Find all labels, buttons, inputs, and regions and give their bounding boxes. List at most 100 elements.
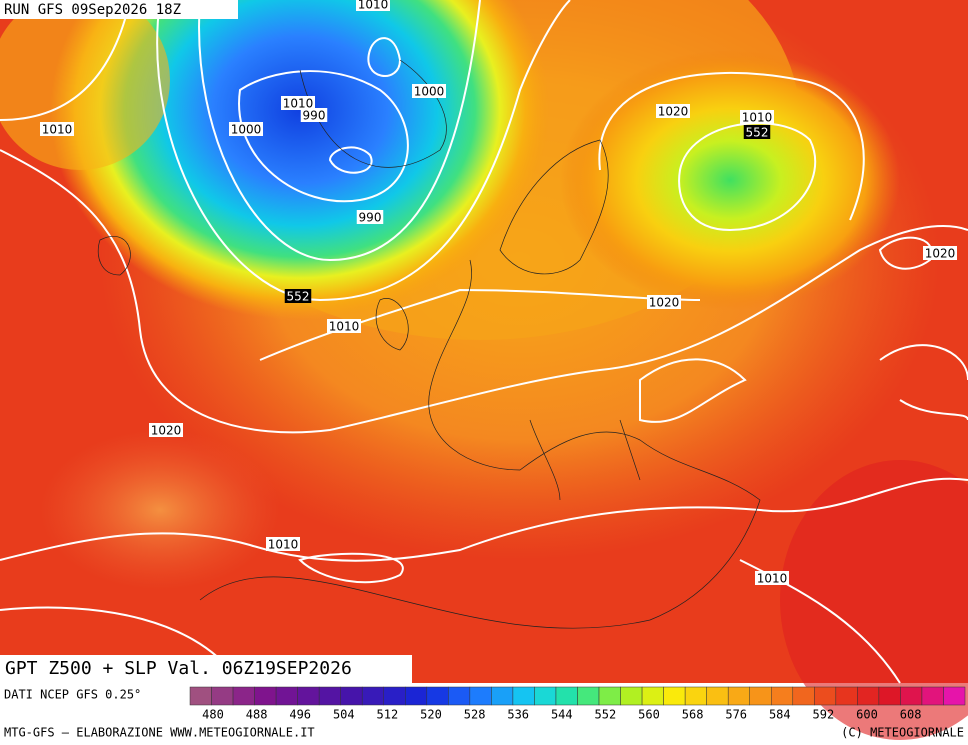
colorbar-swatch: [706, 686, 729, 706]
contour-label: 1010: [42, 123, 73, 137]
colorbar-swatch: [771, 686, 794, 706]
colorbar-swatch: [641, 686, 664, 706]
colorbar-swatch: [534, 686, 557, 706]
colorbar-swatch: [491, 686, 514, 706]
colorbar-label: 544: [551, 708, 573, 722]
colorbar-swatch: [469, 686, 492, 706]
contour-label: 552: [287, 290, 310, 304]
colorbar-swatch: [943, 686, 966, 706]
colorbar-swatch: [211, 686, 234, 706]
colorbar: 480 488 496 504 512 520 528 536 544 552 560 568 576 5…: [189, 686, 966, 722]
colorbar-swatch: [318, 686, 341, 706]
colorbar-swatch: [921, 686, 944, 706]
colorbar-swatch: [727, 686, 750, 706]
colorbar-swatch: [663, 686, 686, 706]
source-label: DATI NCEP GFS 0.25°: [4, 688, 141, 702]
colorbar-swatch: [426, 686, 449, 706]
contour-label: 1020: [658, 105, 689, 119]
contour-label-box: [40, 122, 74, 136]
contour-label-box: [647, 295, 681, 309]
colorbar-swatch: [857, 686, 880, 706]
copyright-label: (C) METEOGIORNALE: [841, 726, 964, 740]
colorbar-label: 576: [725, 708, 747, 722]
contour-label-box: [284, 289, 312, 303]
contour-label: 1010: [742, 111, 773, 125]
colorbar-label: 528: [464, 708, 486, 722]
colorbar-swatch: [405, 686, 428, 706]
colorbar-swatch: [340, 686, 363, 706]
colorbar-label: 536: [507, 708, 529, 722]
contour-label-box: [740, 110, 774, 124]
colorbar-label: 512: [377, 708, 399, 722]
colorbar-swatch: [835, 686, 858, 706]
colorbar-swatch: [555, 686, 578, 706]
coastlines: [97, 59, 761, 629]
contour-label: 1020: [649, 296, 680, 310]
colorbar-swatch: [814, 686, 837, 706]
contour-label: 1010: [757, 572, 788, 586]
colorbar-swatch: [448, 686, 471, 706]
colorbar-label: 568: [682, 708, 704, 722]
colorbar-swatch: [900, 686, 923, 706]
contour-label: 1010: [268, 538, 299, 552]
contour-label: 990: [359, 211, 382, 225]
colorbar-label: 504: [333, 708, 355, 722]
colorbar-swatch: [792, 686, 815, 706]
colorbar-swatch: [577, 686, 600, 706]
colorbar-label: 584: [769, 708, 791, 722]
colorbar-label: 496: [289, 708, 311, 722]
colorbar-swatch: [275, 686, 298, 706]
contour-label: 1020: [151, 424, 182, 438]
contour-label-box: [229, 122, 263, 136]
contour-label-box: [755, 571, 789, 585]
contour-label: 1000: [414, 85, 445, 99]
run-box: [0, 0, 238, 19]
colorbar-swatch: [254, 686, 277, 706]
colorbar-swatch: [878, 686, 901, 706]
colorbar-swatch: [232, 686, 255, 706]
colorbar-label: 480: [202, 708, 224, 722]
run-label: RUN GFS 09Sep2026 18Z: [4, 2, 181, 18]
contour-label: 1010: [329, 320, 360, 334]
title-box: [0, 655, 412, 683]
contour-label-box: [300, 108, 328, 122]
colorbar-swatch: [297, 686, 320, 706]
contour-label-box: [923, 246, 957, 260]
colorbar-swatch: [383, 686, 406, 706]
map-title: GPT Z500 + SLP Val. 06Z19SEP2026: [5, 658, 352, 679]
contour-label: 552: [746, 126, 769, 140]
contour-label: 1020: [925, 247, 956, 261]
colorbar-label: 552: [595, 708, 617, 722]
contour-label-box: [327, 319, 361, 333]
contour-label-box: [149, 423, 183, 437]
colorbar-label: 592: [813, 708, 835, 722]
contour-label-box: [266, 537, 300, 551]
colorbar-label: 600: [856, 708, 878, 722]
contour-label-box: [356, 210, 384, 224]
contour-label-box: [412, 84, 446, 98]
contour-label-box: [356, 0, 390, 11]
colorbar-swatch: [361, 686, 385, 706]
colorbar-label: 560: [638, 708, 660, 722]
credit-label: MTG-GFS — ELABORAZIONE WWW.METEOGIORNALE…: [4, 726, 315, 740]
colorbar-swatch: [512, 686, 535, 706]
contour-label: 1010: [358, 0, 389, 12]
colorbar-label: 608: [900, 708, 922, 722]
colorbar-swatch: [749, 686, 772, 706]
isobars: [0, 0, 968, 584]
contour-label-box: [656, 104, 690, 118]
contour-label: 990: [303, 109, 326, 123]
contour-label: 1000: [231, 123, 262, 137]
colorbar-swatch: [189, 686, 212, 706]
colorbar-swatch: [684, 686, 707, 706]
colorbar-label: 520: [420, 708, 442, 722]
contour-label-box: [281, 96, 315, 110]
colorbar-label: 488: [246, 708, 268, 722]
colorbar-swatch: [620, 686, 643, 706]
contour-label: 1010: [283, 97, 314, 111]
contour-label-box: [743, 125, 771, 139]
